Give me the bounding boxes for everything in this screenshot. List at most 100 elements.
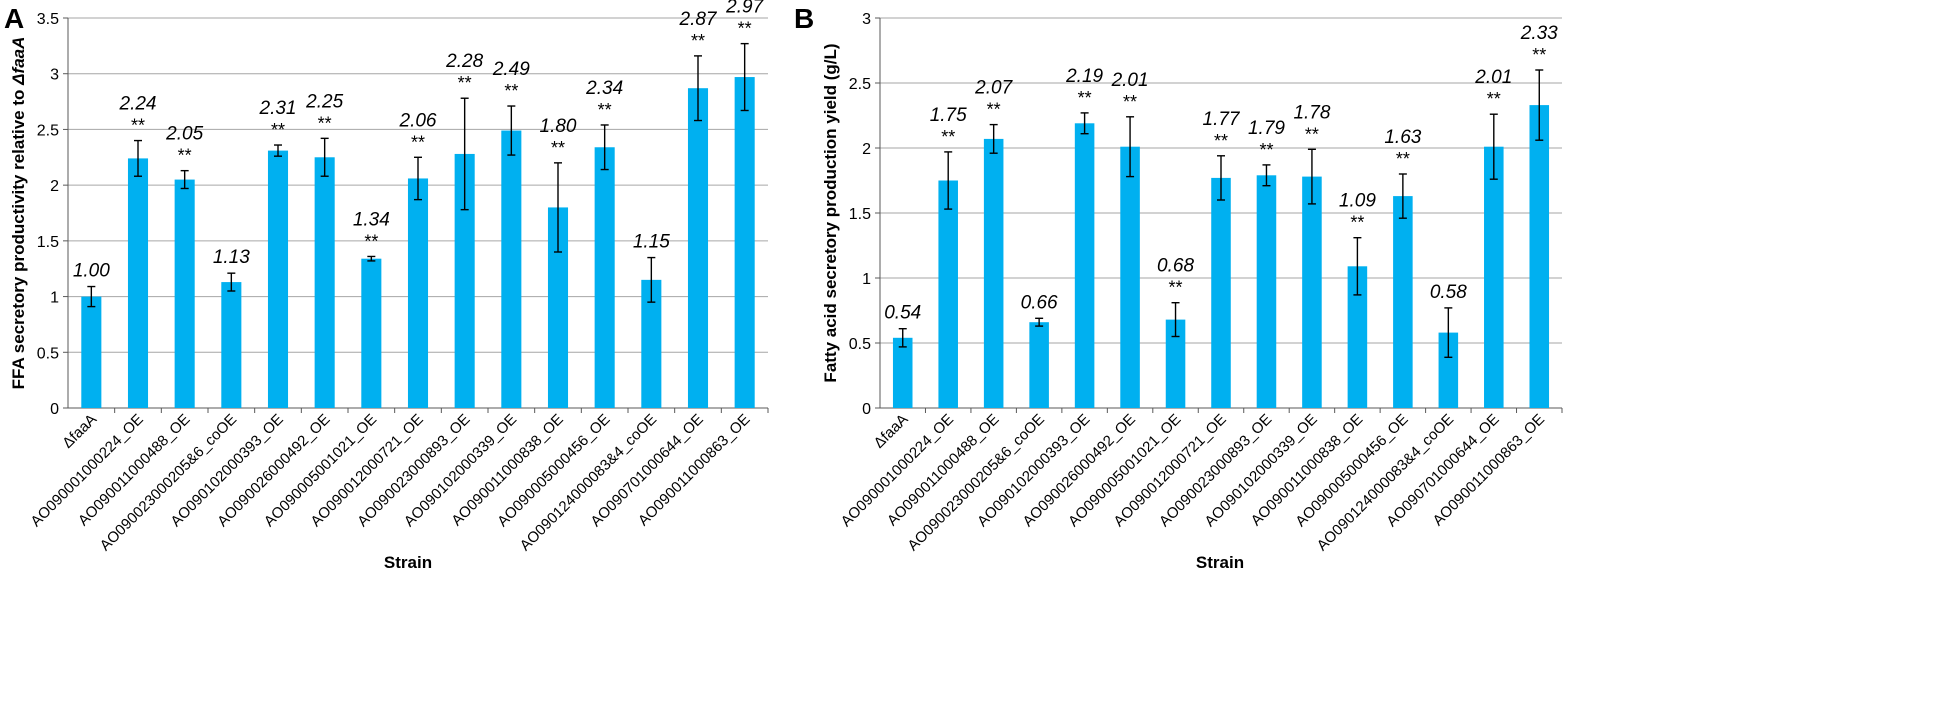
bar bbox=[1029, 322, 1049, 408]
significance-label: ** bbox=[1123, 92, 1137, 112]
bar bbox=[221, 282, 242, 408]
bar bbox=[267, 150, 289, 408]
panel-label: A bbox=[4, 3, 24, 34]
bar bbox=[454, 153, 475, 408]
bar bbox=[983, 138, 1004, 408]
y-tick-label: 2.5 bbox=[849, 76, 871, 93]
bar bbox=[892, 337, 913, 408]
bar bbox=[1120, 146, 1140, 408]
significance-label: ** bbox=[691, 31, 705, 51]
y-tick-label: 3 bbox=[50, 67, 59, 84]
x-axis-title: Strain bbox=[384, 553, 432, 572]
data-label: 2.07 bbox=[974, 78, 1013, 99]
bar bbox=[174, 179, 195, 408]
significance-label: ** bbox=[1350, 213, 1364, 233]
bar bbox=[1438, 332, 1459, 408]
data-label: 1.75 bbox=[930, 105, 967, 126]
bar bbox=[1529, 105, 1550, 408]
bar bbox=[1393, 196, 1413, 408]
significance-label: ** bbox=[1078, 88, 1092, 108]
data-label: 1.63 bbox=[1384, 127, 1421, 148]
data-label: 2.31 bbox=[259, 98, 297, 119]
y-axis-title-italic: ΔfaaA bbox=[9, 37, 28, 86]
significance-label: ** bbox=[1214, 131, 1228, 151]
significance-label: ** bbox=[1487, 89, 1501, 109]
significance-label: ** bbox=[411, 132, 425, 152]
data-label: 2.01 bbox=[1474, 67, 1512, 88]
bar bbox=[1256, 175, 1277, 408]
data-label: 0.54 bbox=[884, 303, 921, 324]
bar bbox=[1074, 123, 1095, 409]
significance-label: ** bbox=[738, 19, 752, 39]
y-tick-label: 3.5 bbox=[37, 11, 59, 28]
bar bbox=[1484, 146, 1504, 408]
significance-label: ** bbox=[504, 81, 518, 101]
bar bbox=[734, 77, 755, 409]
data-label: 2.25 bbox=[305, 91, 343, 112]
data-label: 1.78 bbox=[1293, 102, 1330, 123]
data-label: 1.15 bbox=[633, 232, 670, 253]
data-label: 2.24 bbox=[119, 94, 157, 115]
y-axis-title-text: Fatty acid secretory production yield (g… bbox=[821, 43, 840, 382]
y-tick-label: 0.5 bbox=[37, 345, 59, 362]
y-axis-title: Fatty acid secretory production yield (g… bbox=[821, 43, 840, 382]
bar bbox=[687, 88, 709, 408]
bar bbox=[641, 279, 662, 408]
bar bbox=[81, 296, 102, 408]
data-label: 1.77 bbox=[1203, 109, 1241, 130]
bar bbox=[547, 207, 569, 408]
y-tick-label: 1 bbox=[50, 290, 59, 307]
bar bbox=[361, 258, 382, 408]
data-label: 0.66 bbox=[1021, 292, 1058, 313]
significance-label: ** bbox=[1305, 124, 1319, 144]
data-label: 2.33 bbox=[1520, 23, 1558, 44]
significance-label: ** bbox=[131, 116, 145, 136]
y-tick-label: 1 bbox=[862, 271, 871, 288]
data-label: 2.06 bbox=[399, 110, 437, 131]
bar bbox=[594, 147, 615, 408]
chart-panel-b: B00.511.522.530.54ΔfaaA**1.75AO090001000… bbox=[794, 3, 1563, 572]
y-axis-title: FFA secretory productivity relative to Δ… bbox=[9, 37, 28, 390]
significance-label: ** bbox=[318, 113, 332, 133]
bar bbox=[314, 157, 335, 408]
data-label: 0.58 bbox=[1430, 282, 1467, 303]
y-axis-title-text: FFA secretory productivity relative to bbox=[9, 85, 28, 390]
y-tick-label: 0 bbox=[862, 401, 871, 418]
bar bbox=[1165, 319, 1186, 408]
data-label: 1.80 bbox=[540, 116, 577, 137]
data-label: 1.13 bbox=[213, 247, 250, 268]
y-tick-label: 0 bbox=[50, 401, 59, 418]
bar bbox=[938, 180, 958, 408]
bar bbox=[1347, 266, 1368, 408]
significance-label: ** bbox=[364, 231, 378, 251]
significance-label: ** bbox=[458, 73, 472, 93]
significance-label: ** bbox=[271, 120, 285, 140]
significance-label: ** bbox=[598, 100, 612, 120]
significance-label: ** bbox=[1169, 278, 1183, 298]
panel-label: B bbox=[794, 3, 814, 34]
y-tick-label: 1.5 bbox=[37, 234, 59, 251]
bar bbox=[1302, 176, 1322, 408]
bar bbox=[1211, 177, 1231, 408]
x-axis-title: Strain bbox=[1196, 553, 1244, 572]
data-label: 2.87 bbox=[679, 9, 718, 30]
y-tick-label: 1.5 bbox=[849, 206, 871, 223]
chart-panel-a: A00.511.522.533.51.00ΔfaaA**2.24AO090001… bbox=[4, 0, 769, 572]
data-label: 2.28 bbox=[445, 51, 483, 72]
significance-label: ** bbox=[941, 127, 955, 147]
bar bbox=[501, 130, 522, 409]
y-tick-label: 2 bbox=[50, 178, 59, 195]
x-tick-label: ΔfaaA bbox=[59, 411, 100, 452]
y-tick-label: 2 bbox=[862, 141, 871, 158]
significance-label: ** bbox=[987, 100, 1001, 120]
significance-label: ** bbox=[551, 138, 565, 158]
significance-label: ** bbox=[1396, 149, 1410, 169]
y-tick-label: 2.5 bbox=[37, 122, 59, 139]
x-tick-label: ΔfaaA bbox=[871, 411, 912, 452]
data-label: 0.68 bbox=[1157, 256, 1194, 277]
data-label: 2.49 bbox=[492, 59, 530, 80]
data-label: 1.09 bbox=[1339, 191, 1376, 212]
data-label: 2.05 bbox=[165, 124, 203, 145]
y-tick-label: 0.5 bbox=[849, 336, 871, 353]
